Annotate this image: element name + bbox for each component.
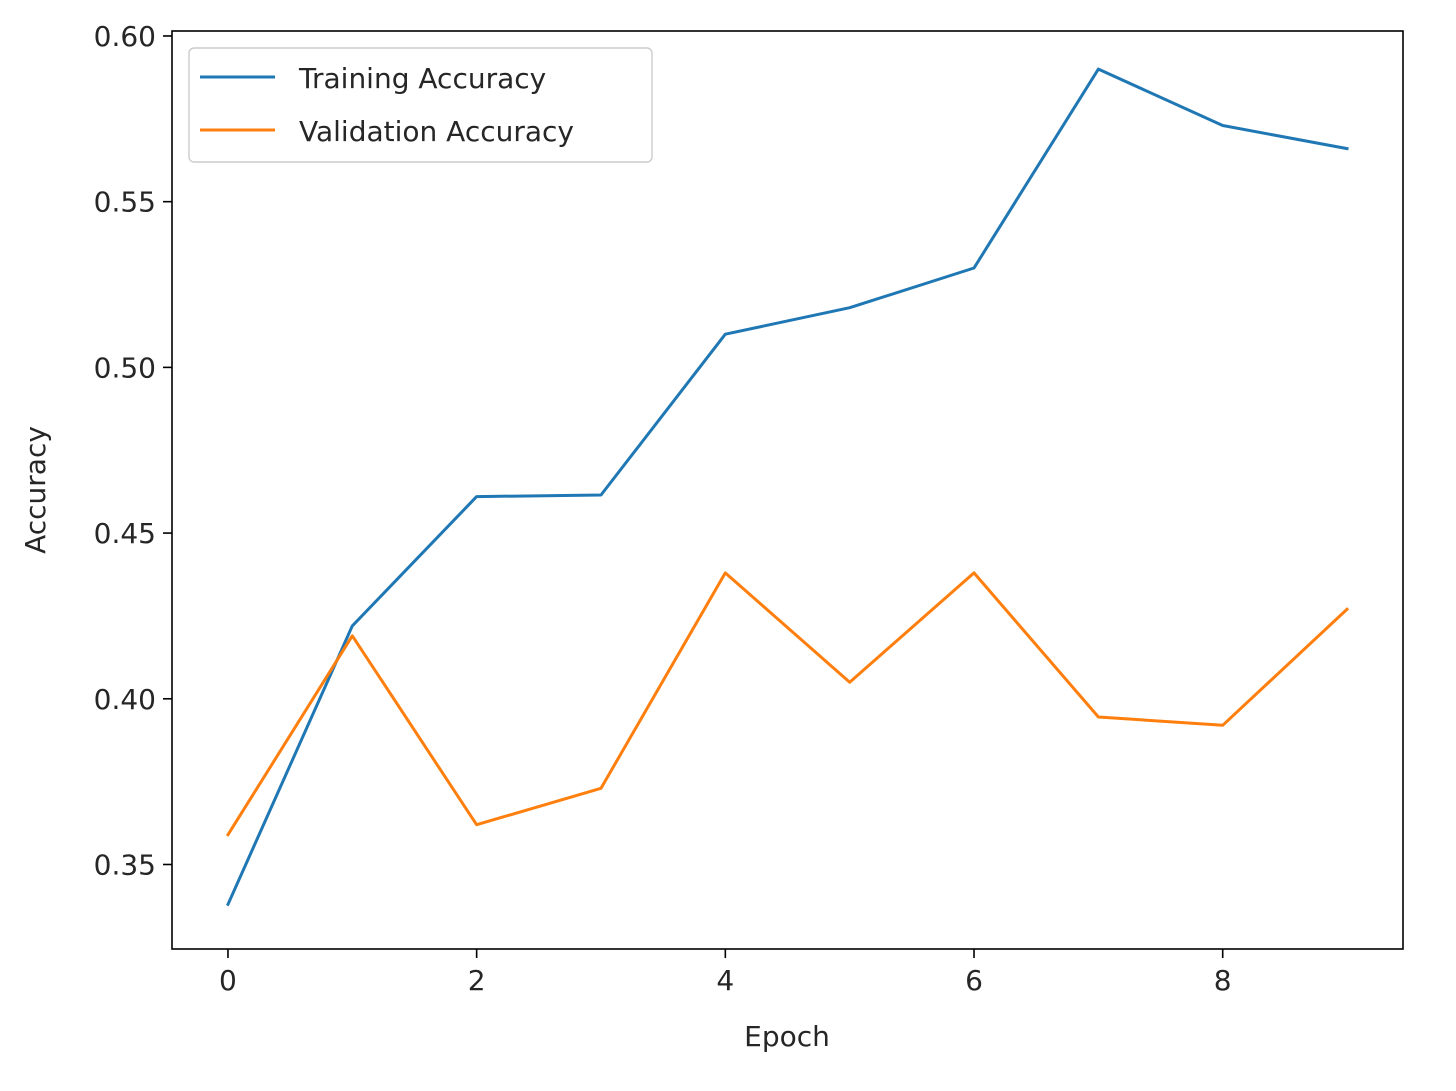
y-axis: 0.35 0.40 0.45 0.50 0.55 0.60 [94,20,172,881]
legend-box [188,47,653,163]
x-tick-label: 8 [1214,964,1232,997]
y-tick-label: 0.35 [94,848,156,881]
y-tick-label: 0.45 [94,517,156,550]
series-line-0 [226,67,1349,907]
x-tick-label: 0 [219,964,237,997]
y-axis-label: Accuracy [19,426,52,554]
y-tick-label: 0.60 [94,20,156,53]
legend: Training Accuracy Validation Accuracy [188,47,653,163]
legend-label-validation: Validation Accuracy [299,115,574,148]
x-tick-label: 6 [965,964,983,997]
x-axis: 0 2 4 6 8 [219,949,1232,997]
x-tick-label: 4 [716,964,734,997]
y-tick-label: 0.50 [94,351,156,384]
x-axis-label: Epoch [744,1020,830,1053]
series-line-1 [225,571,1350,837]
y-tick-label: 0.40 [94,683,156,716]
x-tick-label: 2 [468,964,486,997]
legend-label-training: Training Accuracy [298,62,546,95]
series-layer [225,67,1350,907]
y-tick-label: 0.55 [94,186,156,219]
plot-frame [171,30,1404,950]
